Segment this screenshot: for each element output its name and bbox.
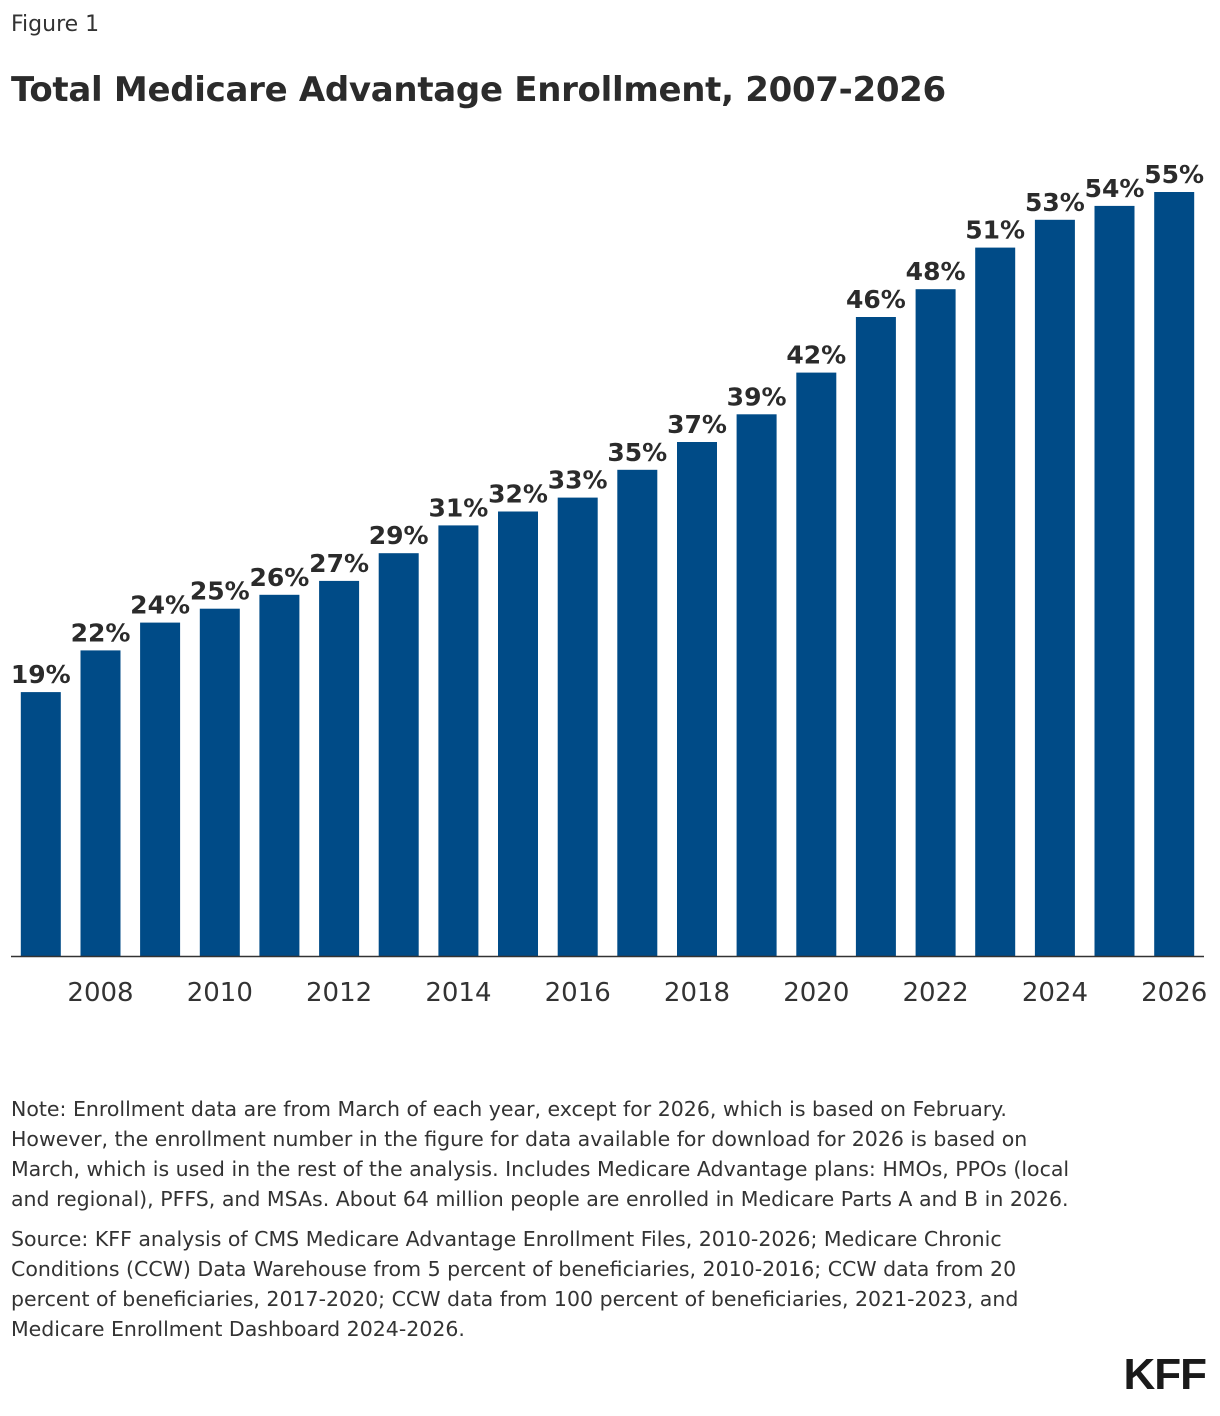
- data-label-2019: 39%: [727, 382, 787, 411]
- x-tick-label-2018: 2018: [664, 978, 730, 1008]
- data-labels-group: 19%22%24% 25% 26% 27%29%31% 32% 33%35%37%39% 4…: [11, 160, 1204, 689]
- bar-2021: [855, 317, 896, 956]
- x-tick-label-2008: 2008: [67, 978, 133, 1008]
- data-label-2009: 24%: [130, 591, 190, 620]
- x-tick-label-2016: 2016: [545, 978, 611, 1008]
- data-label-2013: 29%: [369, 521, 429, 550]
- data-label-2012: 27%: [309, 549, 369, 578]
- bar-2017: [617, 469, 658, 956]
- x-tick-label-2010: 2010: [187, 978, 253, 1008]
- bar-2026: [1154, 192, 1195, 956]
- x-tick-labels-group: 2008 2010 2012 2014 2016 2018 2020 2022 2024 2026: [67, 978, 1207, 1008]
- source-text: Source: KFF analysis of CMS Medicare Adv…: [11, 1227, 1019, 1341]
- x-tick-label-2022: 2022: [903, 978, 969, 1008]
- data-label-2015: 32%: [488, 480, 548, 509]
- data-label-2014: 31%: [428, 493, 488, 522]
- x-tick-label-2014: 2014: [425, 978, 491, 1008]
- data-label-2024: 53%: [1025, 188, 1085, 217]
- bar-2009: [140, 622, 181, 956]
- bar-chart: 19%22%24% 25% 26% 27%29%31% 32% 33%35%37%39% 4…: [11, 160, 1207, 1008]
- notes-section: Note: Enrollment data are from March of …: [11, 1094, 1101, 1354]
- x-tick-label-2020: 2020: [783, 978, 849, 1008]
- data-label-2016: 33%: [548, 466, 608, 495]
- bar-2024: [1034, 219, 1075, 957]
- x-tick-label-2026: 2026: [1141, 978, 1207, 1008]
- data-label-2008: 22%: [71, 618, 131, 647]
- data-label-2017: 35%: [607, 438, 667, 467]
- bar-2008: [80, 650, 121, 956]
- bar-2023: [975, 247, 1016, 957]
- data-label-2010: 25%: [190, 577, 250, 606]
- bar-2007: [20, 692, 61, 956]
- data-label-2020: 42%: [786, 341, 846, 370]
- bar-2025: [1094, 205, 1135, 956]
- x-tick-label-2012: 2012: [306, 978, 372, 1008]
- data-label-2011: 26%: [249, 563, 309, 592]
- bars-group: [20, 192, 1195, 957]
- bar-2020: [796, 372, 837, 957]
- data-label-2023: 51%: [965, 216, 1025, 245]
- bar-2022: [915, 289, 956, 956]
- bar-2016: [557, 497, 598, 956]
- data-label-2007: 19%: [11, 660, 71, 689]
- data-label-2021: 46%: [846, 285, 906, 314]
- data-label-2026: 55%: [1144, 160, 1204, 189]
- bar-2013: [378, 553, 419, 956]
- note-text: Note: Enrollment data are from March of …: [11, 1097, 1070, 1211]
- figure-label: Figure 1: [11, 12, 100, 37]
- data-label-2025: 54%: [1085, 174, 1145, 203]
- bar-2011: [259, 594, 300, 956]
- bar-2018: [677, 442, 717, 956]
- data-label-2018: 37%: [667, 410, 727, 439]
- x-tick-label-2024: 2024: [1022, 978, 1088, 1008]
- data-label-2022: 48%: [906, 257, 966, 286]
- chart-title: Total Medicare Advantage Enrollment, 200…: [11, 70, 946, 110]
- bar-2015: [498, 511, 538, 956]
- bar-2019: [736, 414, 777, 956]
- bar-2012: [319, 580, 360, 956]
- kff-logo: KFF: [1123, 1350, 1207, 1399]
- bar-2014: [438, 525, 479, 956]
- bar-2010: [199, 608, 240, 956]
